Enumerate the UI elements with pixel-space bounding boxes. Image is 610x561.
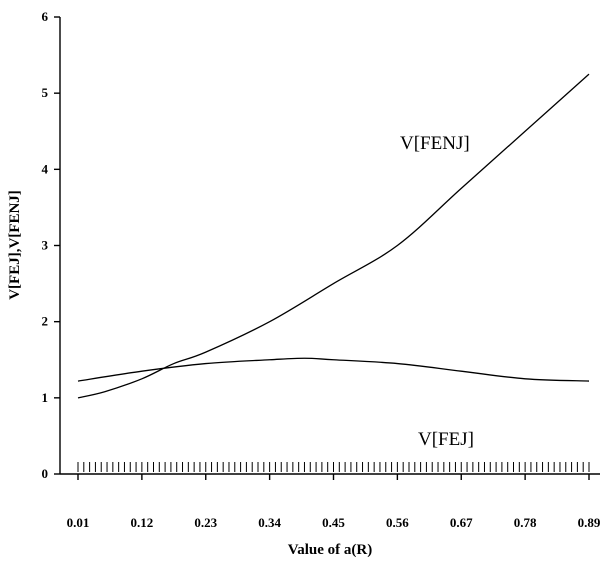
y-tick-label: 5	[42, 85, 49, 100]
y-tick-label: 6	[42, 9, 49, 24]
x-tick-label: 0.45	[322, 515, 345, 530]
x-tick-label: 0.78	[514, 515, 537, 530]
series-group	[77, 73, 590, 399]
y-axis-title: V[FEJ],V[FENJ]	[7, 190, 23, 300]
y-tick-label: 3	[42, 238, 49, 253]
series-line-vfenj	[77, 73, 590, 399]
x-tick-label: 0.23	[194, 515, 217, 530]
y-tick-label: 2	[42, 314, 49, 329]
y-tick-label: 0	[42, 466, 49, 481]
x-tick-group: 0.01 0.12 0.23 0.34 0.45 0.56 0.67 0.78 0.89	[67, 474, 601, 530]
x-axis-title: Value of a(R)	[288, 542, 372, 558]
x-tick-label: 0.12	[131, 515, 154, 530]
y-tick-group: 0 1 2 3 4 5 6	[42, 9, 60, 481]
y-tick-label: 4	[42, 161, 49, 176]
x-tick-label: 0.67	[450, 515, 473, 530]
rug-marks	[77, 462, 590, 472]
series-line-vfej	[77, 357, 590, 382]
series-label-vfej: V[FEJ]	[418, 429, 474, 450]
y-tick-label: 1	[42, 390, 49, 405]
plot-frame	[59, 17, 600, 475]
series-label-vfenj: V[FENJ]	[400, 133, 470, 154]
x-tick-label: 0.01	[67, 515, 90, 530]
x-tick-label: 0.89	[578, 515, 601, 530]
x-tick-label: 0.56	[386, 515, 409, 530]
x-tick-label: 0.34	[258, 515, 281, 530]
